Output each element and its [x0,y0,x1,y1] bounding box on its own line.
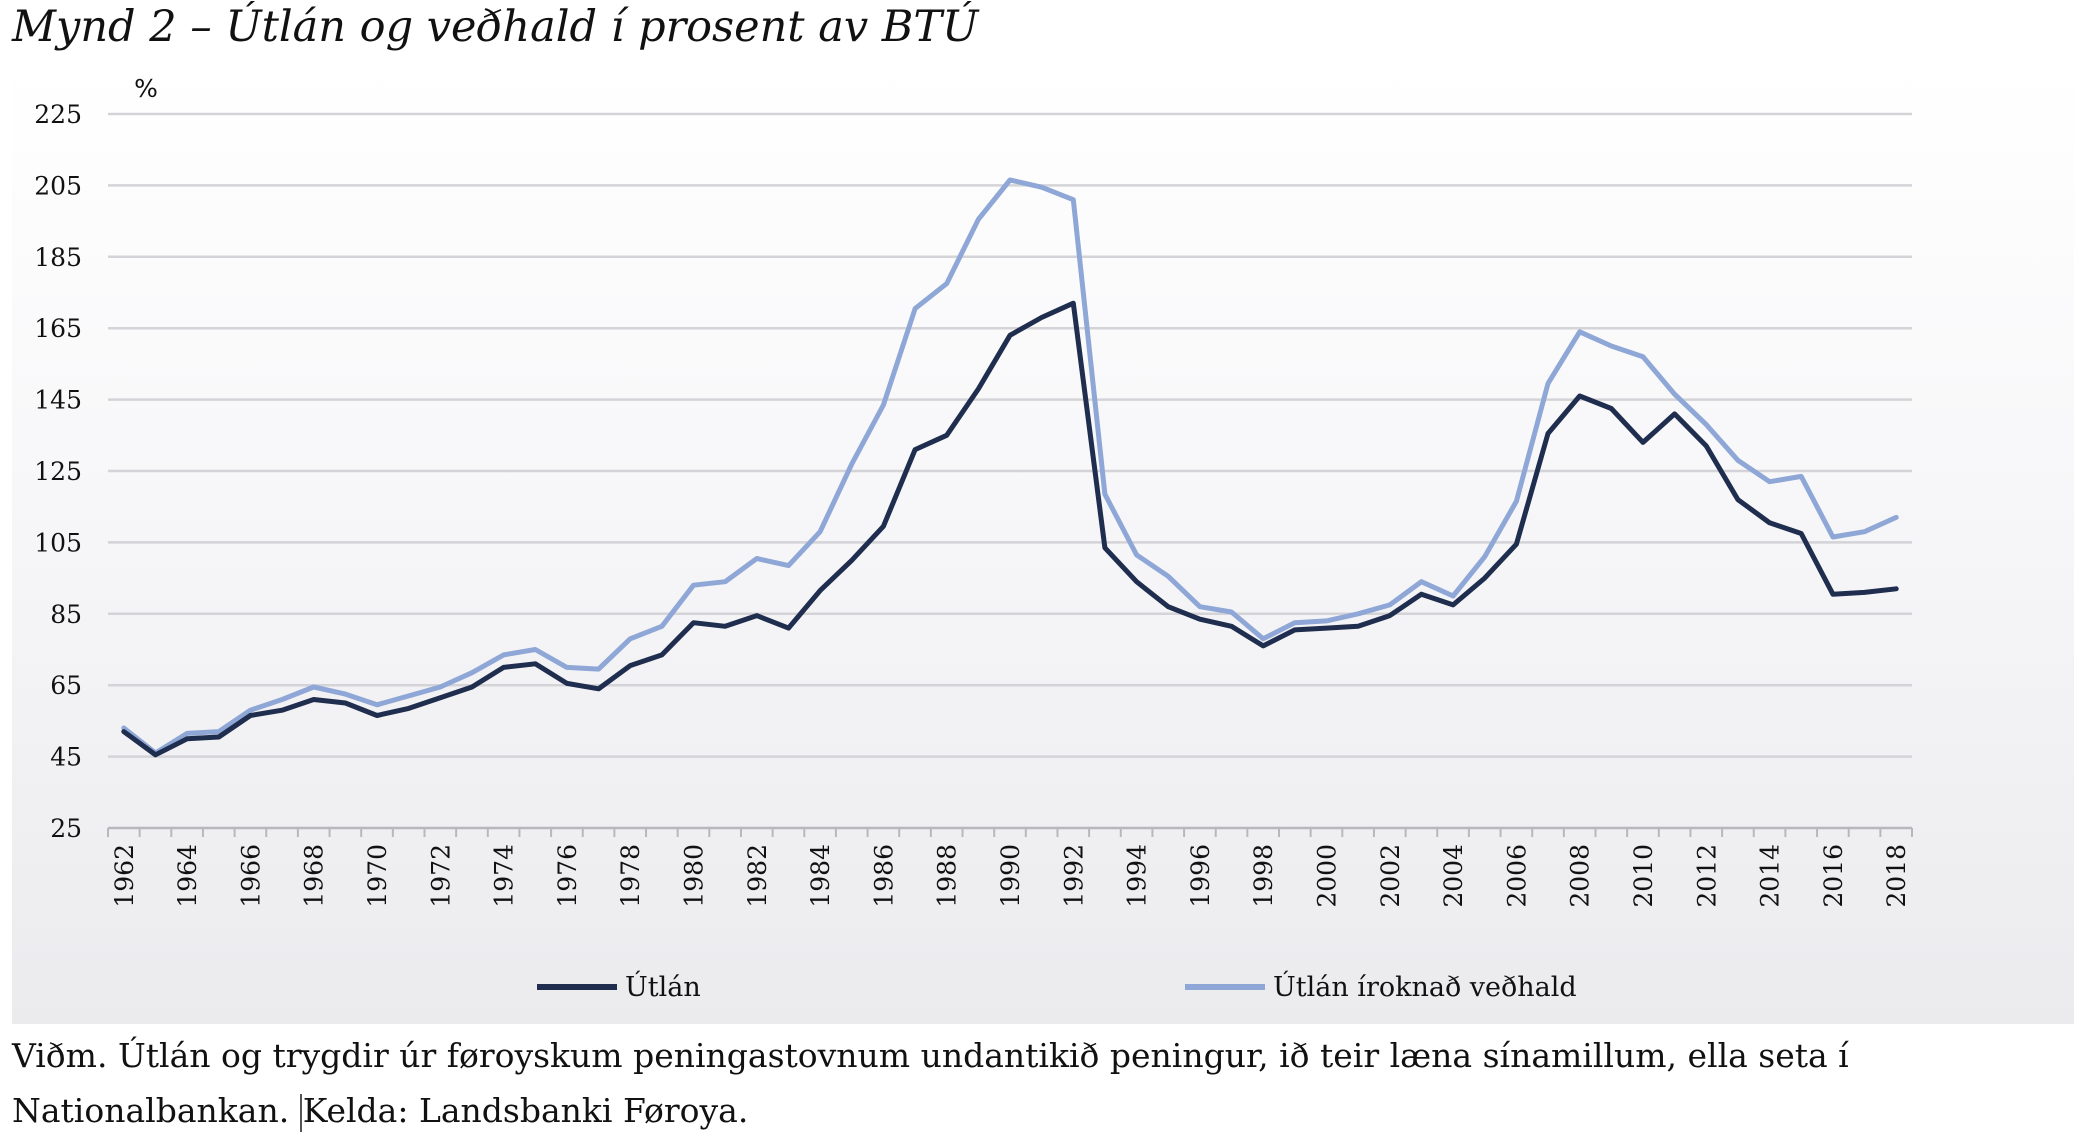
x-tick-label: 2008 [1566,844,1595,908]
footnote-line-1: Viðm. Útlán og trygdir úr føroyskum peni… [12,1036,1849,1075]
footnote-source: Kelda: Landsbanki Føroya. [302,1091,749,1130]
x-tick-label: 1992 [1059,844,1088,908]
x-tick-label: 2010 [1629,844,1658,908]
x-tick-label: 1996 [1186,844,1215,908]
x-tick-label: 1990 [996,844,1025,908]
x-tick-label: 1976 [553,844,582,908]
legend-item-utlan: Útlán [537,969,701,1003]
x-tick-label: 1984 [806,844,835,908]
y-tick-label: 105 [34,528,82,557]
x-tick-label: 1998 [1249,844,1278,908]
x-tick-label: 1978 [616,844,645,908]
footnote-line-2a: Nationalbankan. [12,1091,290,1130]
x-tick-label: 2014 [1756,844,1785,908]
y-tick-label: 85 [50,600,82,629]
x-tick-label: 1988 [933,844,962,908]
x-tick-label: 1970 [363,844,392,908]
gridlines [108,112,1912,758]
legend-item-utlan-vedhald: Útlán íroknað veðhald [1185,969,1577,1003]
x-tick-label: 1964 [173,844,202,908]
series-line-utlan [121,300,1899,758]
x-tick-label: 1974 [490,844,519,908]
x-tick-label: 1968 [300,844,329,908]
chart-panel: 25 45 65 85 105 125 145 165 185 205 225 1962 1964 19… [12,62,2074,1024]
y-tick-label: 205 [34,171,82,200]
x-tick-label: 2002 [1376,844,1405,908]
x-tick-label: 1986 [869,844,898,908]
x-tick-label: 2006 [1502,844,1531,908]
y-tick-label: 165 [34,314,82,343]
legend-label: Útlán íroknað veðhald [1273,969,1577,1003]
y-tick-label: 145 [34,386,82,415]
x-tick-label: 1980 [680,844,709,908]
x-tick-label: 2016 [1819,844,1848,908]
chart-title: Mynd 2 – Útlán og veðhald í prosent av B… [12,2,979,52]
y-tick-label: 45 [50,743,82,772]
y-tick-label: 185 [34,243,82,272]
x-tick-label: 1962 [110,844,139,908]
x-axis: 1962 1964 1966 1968 1970 1972 1974 1976 1978 1980… [107,826,1913,908]
y-axis: 25 45 65 85 105 125 145 165 185 205 225 [34,100,82,843]
x-tick-label: 2012 [1692,844,1721,908]
y-tick-label: 25 [50,814,82,843]
x-tick-label: 1966 [236,844,265,908]
x-tick-label: 2004 [1439,844,1468,908]
footnote: Viðm. Útlán og trygdir úr føroyskum peni… [12,1028,2052,1138]
x-tick-label: 1972 [426,844,455,908]
y-axis-unit-label: % [134,74,158,103]
y-tick-label: 125 [34,457,82,486]
series-line-utlan-vedhald [121,177,1899,756]
x-tick-label: 2018 [1882,844,1911,908]
legend: Útlán Útlán íroknað veðhald [537,969,1577,1003]
series-lines [121,177,1899,758]
y-tick-label: 225 [34,100,82,129]
x-tick-label: 1982 [743,844,772,908]
y-tick-label: 65 [50,671,82,700]
x-tick-label: 1994 [1123,844,1152,908]
text-cursor [299,1094,302,1132]
x-tick-label: 2000 [1312,844,1341,908]
legend-label: Útlán [625,969,701,1003]
